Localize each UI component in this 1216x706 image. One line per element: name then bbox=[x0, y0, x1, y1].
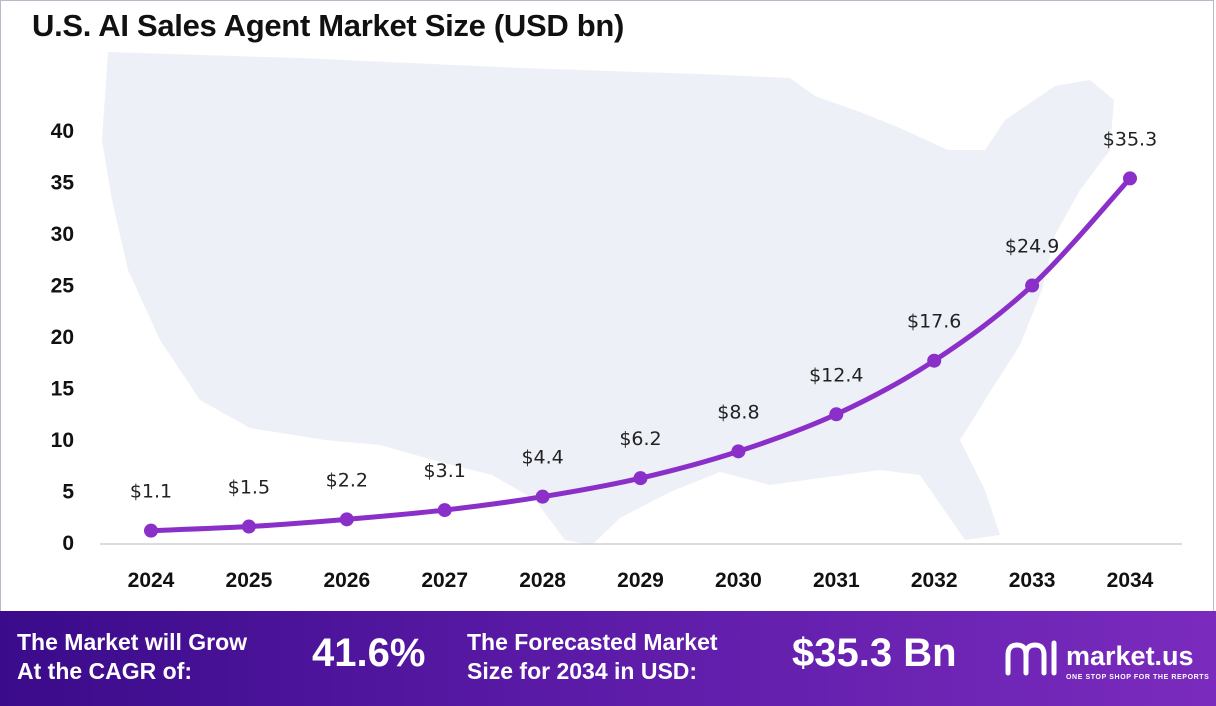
x-tick-label: 2026 bbox=[323, 569, 370, 592]
market-us-logo-icon bbox=[1005, 640, 1057, 676]
x-axis: 2024 2025 2026 2027 2028 2029 2030 2031 2032 2033… bbox=[128, 569, 1154, 592]
data-point bbox=[633, 471, 648, 486]
x-tick-label: 2029 bbox=[617, 569, 664, 592]
data-point bbox=[535, 489, 550, 504]
data-label: $12.4 bbox=[809, 364, 863, 386]
data-point bbox=[927, 353, 942, 368]
data-points bbox=[144, 171, 1137, 538]
data-point bbox=[731, 444, 746, 459]
forecast-label-line2: Size for 2034 in USD: bbox=[467, 658, 698, 684]
x-tick-label: 2033 bbox=[1009, 569, 1056, 592]
data-label: $35.3 bbox=[1103, 128, 1157, 150]
data-point bbox=[829, 407, 844, 422]
data-point bbox=[241, 519, 256, 534]
y-tick-label: 40 bbox=[51, 120, 74, 143]
x-tick-label: 2032 bbox=[911, 569, 958, 592]
x-tick-label: 2027 bbox=[421, 569, 468, 592]
forecast-label: The Forecasted Market Size for 2034 in U… bbox=[467, 628, 718, 686]
cagr-value: 41.6% bbox=[312, 631, 426, 675]
summary-banner: The Market will Grow At the CAGR of: 41.… bbox=[0, 611, 1216, 706]
x-tick-label: 2031 bbox=[813, 569, 860, 592]
data-label: $6.2 bbox=[619, 428, 661, 450]
logo-name: market.us bbox=[1066, 641, 1194, 671]
x-tick-label: 2028 bbox=[519, 569, 566, 592]
y-axis: 0 5 10 15 20 25 30 35 40 bbox=[51, 120, 75, 555]
data-point bbox=[339, 512, 354, 527]
y-tick-label: 20 bbox=[51, 326, 74, 349]
x-tick-label: 2024 bbox=[128, 569, 175, 592]
data-label: $1.5 bbox=[228, 477, 270, 499]
data-point bbox=[437, 503, 452, 518]
forecast-value: $35.3 Bn bbox=[792, 631, 957, 675]
y-tick-label: 30 bbox=[51, 223, 74, 246]
cagr-label: The Market will Grow At the CAGR of: bbox=[17, 628, 247, 686]
data-point bbox=[1123, 171, 1137, 186]
series-line bbox=[148, 175, 1133, 534]
forecast-label-line1: The Forecasted Market bbox=[467, 629, 718, 655]
us-map-background bbox=[102, 52, 1114, 545]
cagr-label-line1: The Market will Grow bbox=[17, 629, 248, 655]
data-point bbox=[144, 523, 158, 538]
x-tick-label: 2030 bbox=[715, 569, 762, 592]
chart-title: U.S. AI Sales Agent Market Size (USD bn) bbox=[32, 8, 625, 43]
cagr-label-line2: At the CAGR of: bbox=[17, 658, 193, 684]
y-tick-label: 15 bbox=[51, 378, 75, 401]
y-tick-label: 25 bbox=[51, 275, 75, 298]
data-label: $3.1 bbox=[424, 460, 466, 482]
x-tick-label: 2034 bbox=[1107, 569, 1154, 592]
data-label: $8.8 bbox=[717, 401, 759, 423]
y-tick-label: 0 bbox=[62, 532, 74, 555]
x-tick-label: 2025 bbox=[226, 569, 273, 592]
y-tick-label: 10 bbox=[51, 429, 74, 452]
data-label: $1.1 bbox=[130, 481, 172, 503]
data-label: $24.9 bbox=[1005, 236, 1059, 258]
data-label: $4.4 bbox=[521, 447, 563, 469]
y-tick-label: 35 bbox=[51, 172, 75, 195]
data-label: $17.6 bbox=[907, 311, 961, 333]
logo-tagline: ONE STOP SHOP FOR THE REPORTS bbox=[1066, 674, 1210, 681]
data-label: $2.2 bbox=[326, 469, 368, 491]
y-tick-label: 5 bbox=[62, 481, 74, 504]
data-labels: $1.1 $1.5 $2.2 $3.1 $4.4 $6.2 $8.8 $12.4 $17.6 $2… bbox=[130, 128, 1157, 502]
data-point bbox=[1025, 278, 1040, 293]
